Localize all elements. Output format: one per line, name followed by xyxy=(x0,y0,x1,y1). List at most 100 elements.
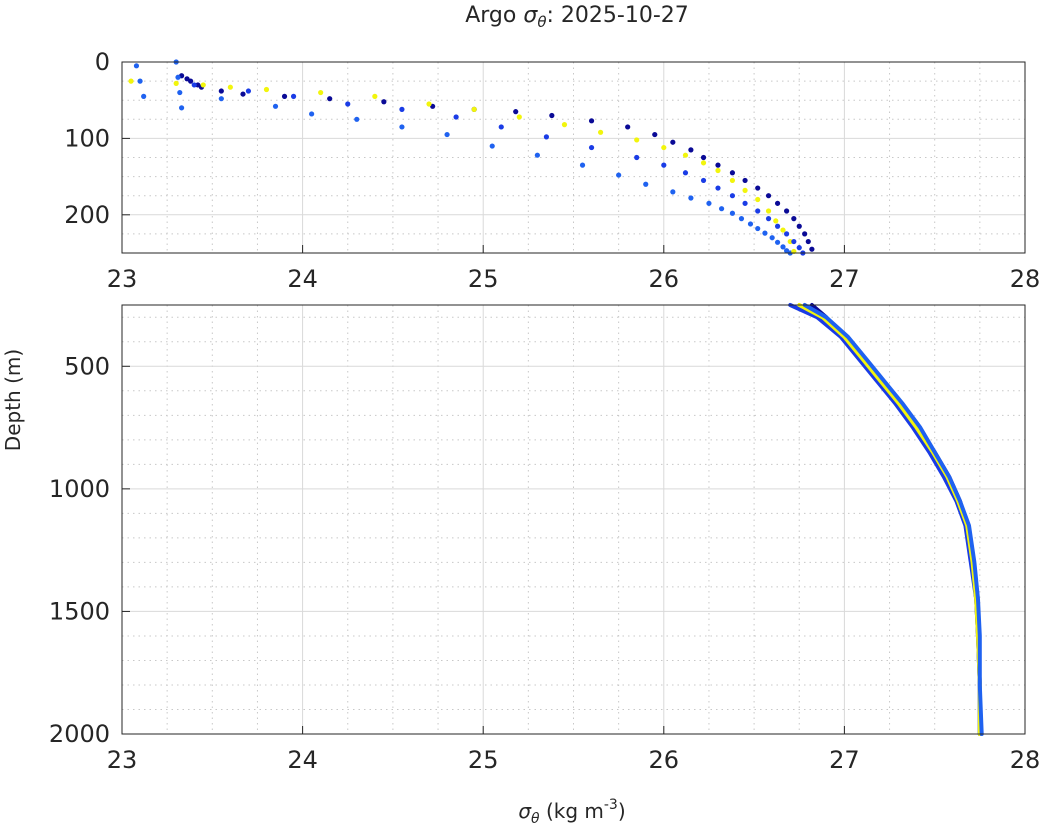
lower-panel: 23 24 25 26 27 28 500 1000 1500 2000 xyxy=(49,303,1040,774)
series-2-point xyxy=(755,225,761,232)
series-2-point xyxy=(175,74,181,80)
series-2-point xyxy=(738,216,745,222)
series-1-point xyxy=(700,154,707,161)
series-3-point xyxy=(173,80,179,86)
x-tick-label: 27 xyxy=(829,746,860,774)
series-2-point xyxy=(616,172,622,178)
series-3-point xyxy=(597,129,604,135)
series-1-line xyxy=(809,303,982,736)
series-2-point xyxy=(272,103,279,109)
series-4-point xyxy=(729,193,736,199)
lower-ticks: 23 24 25 26 27 28 500 1000 1500 2000 xyxy=(49,352,1040,774)
upper-ticks: 23 24 25 26 27 28 0 100 200 xyxy=(64,48,1040,293)
series-3-point xyxy=(742,187,748,193)
upper-data-marks xyxy=(128,59,815,256)
series-2-point xyxy=(177,89,183,96)
series-4-point xyxy=(245,88,252,94)
series-2-point xyxy=(218,96,224,102)
y-tick-label: 1500 xyxy=(49,597,110,625)
lower-grid xyxy=(121,305,1026,735)
series-4-point xyxy=(700,177,707,184)
series-3-point xyxy=(773,218,779,224)
series-3-point xyxy=(318,89,324,96)
series-3-point xyxy=(471,106,477,112)
series-3-point xyxy=(682,152,689,158)
series-4-point xyxy=(755,208,761,214)
y-axis-label: Depth (m) xyxy=(1,349,25,451)
series-4-point xyxy=(774,223,781,229)
x-tick-label: 23 xyxy=(107,746,138,774)
series-3-point xyxy=(516,114,522,120)
x-tick-label: 25 xyxy=(468,265,499,293)
series-4-point xyxy=(498,124,504,130)
x-tick-label: 28 xyxy=(1010,746,1041,774)
series-4-point xyxy=(634,154,640,161)
series-4-point xyxy=(543,134,550,140)
series-1-point xyxy=(670,139,676,145)
y-tick-label: 0 xyxy=(95,48,110,76)
series-2-point xyxy=(762,230,768,236)
series-1-point xyxy=(218,88,224,94)
upper-axes-box xyxy=(121,61,1026,254)
series-3-point xyxy=(765,208,772,214)
series-2-point xyxy=(141,93,147,99)
series-1-point xyxy=(715,162,721,168)
series-3-point xyxy=(227,84,233,90)
series-3-point xyxy=(372,93,378,99)
series-1-point xyxy=(381,99,387,105)
series-1-point xyxy=(809,246,815,252)
y-tick-label: 200 xyxy=(64,201,110,229)
series-2-point xyxy=(579,162,586,168)
series-4-point xyxy=(588,144,595,151)
series-1-point xyxy=(549,112,555,119)
series-1-point xyxy=(802,231,808,237)
series-2-point xyxy=(729,210,736,216)
series-2-point xyxy=(718,206,725,212)
series-4-point xyxy=(290,93,297,99)
series-3-point xyxy=(780,227,786,233)
series-3-point xyxy=(661,144,667,151)
series-2-point xyxy=(444,131,450,138)
series-2-point xyxy=(399,124,405,130)
series-2-point xyxy=(706,200,712,206)
y-tick-label: 100 xyxy=(64,124,110,152)
series-1-point xyxy=(784,208,790,214)
series-4-point xyxy=(796,245,802,251)
series-4-line xyxy=(802,303,984,736)
series-2-point xyxy=(133,63,140,69)
series-3-point xyxy=(729,177,736,184)
series-4-point xyxy=(682,170,689,176)
x-tick-label: 27 xyxy=(829,265,860,293)
series-4-point xyxy=(399,106,405,112)
x-tick-label: 28 xyxy=(1010,265,1041,293)
series-2-point xyxy=(354,116,360,122)
x-tick-label: 23 xyxy=(107,265,138,293)
series-4-point xyxy=(784,231,790,237)
lower-axes-box xyxy=(121,304,1026,735)
chart-title: Argo σθ: 2025-10-27 xyxy=(465,3,689,31)
series-2-point xyxy=(769,235,775,241)
series-1-point xyxy=(513,109,519,115)
lower-data-marks xyxy=(788,303,984,736)
x-tick-label: 26 xyxy=(649,746,680,774)
series-2-point xyxy=(137,78,143,84)
series-1-point xyxy=(774,200,781,206)
x-tick-label: 25 xyxy=(468,746,499,774)
series-3-point xyxy=(263,86,270,93)
series-4-point xyxy=(791,238,797,245)
series-2-point xyxy=(747,221,754,227)
x-tick-label: 24 xyxy=(287,746,318,774)
series-4-point xyxy=(191,82,197,88)
series-1-point xyxy=(625,124,631,130)
series-4-point xyxy=(742,200,748,206)
series-2-point xyxy=(643,181,649,187)
y-tick-label: 1000 xyxy=(49,475,110,503)
series-1-point xyxy=(688,147,694,153)
series-1-point xyxy=(652,131,658,138)
series-3-point xyxy=(561,122,568,128)
series-1-point xyxy=(588,118,595,124)
series-2-point xyxy=(309,111,315,117)
series-1-point xyxy=(281,93,288,99)
series-1-point xyxy=(791,216,797,222)
